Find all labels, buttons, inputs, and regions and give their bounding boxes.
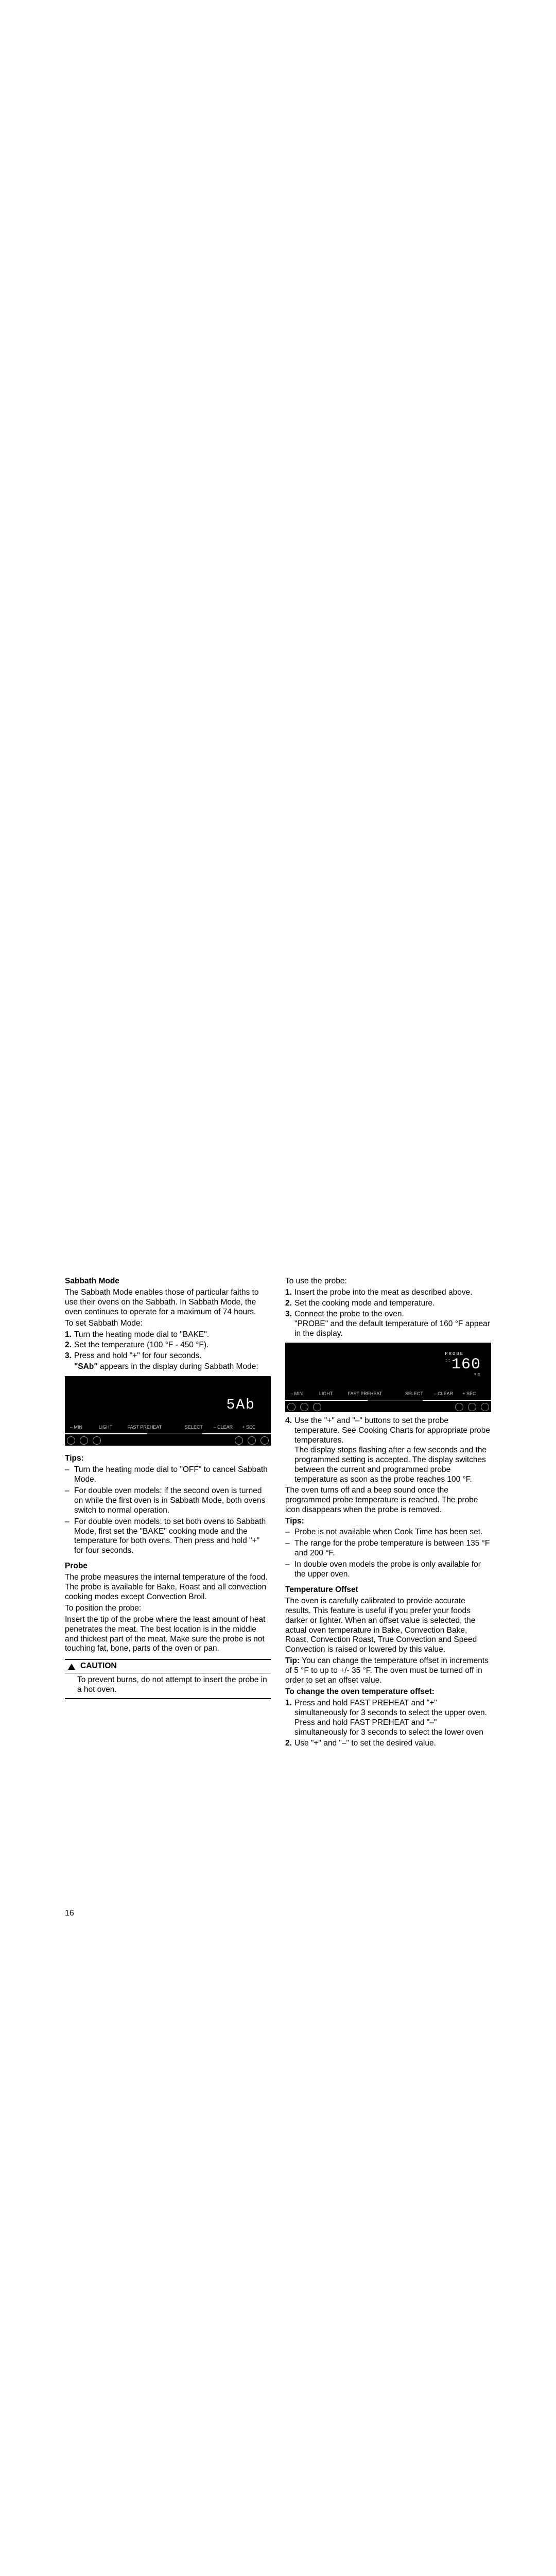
sabbath-intro: The Sabbath Mode enables those of partic… (65, 1288, 271, 1317)
probe-heading: Probe (65, 1562, 271, 1571)
rstep-1: 1.Insert the probe into the meat as desc… (285, 1288, 491, 1298)
tip-item: –The range for the probe temperature is … (285, 1539, 491, 1558)
tempoffset-tip: Tip: You can change the temperature offs… (285, 1656, 491, 1686)
tempoffset-heading: Temperature Offset (285, 1585, 491, 1595)
toset-label: To set Sabbath Mode: (65, 1319, 271, 1329)
btn-icon (67, 1436, 75, 1445)
post-text: The oven turns off and a beep sound once… (285, 1486, 491, 1515)
probe-position: To position the probe: (65, 1604, 271, 1614)
tip-item: –For double oven models: if the second o… (65, 1486, 271, 1516)
sabbath-heading: Sabbath Mode (65, 1277, 271, 1286)
rstep-3: 3.Connect the probe to the oven."PROBE" … (285, 1310, 491, 1339)
cstep-1: 1.Press and hold FAST PREHEAT and "+" si… (285, 1699, 491, 1738)
probe-text: The probe measures the internal temperat… (65, 1573, 271, 1602)
left-column: Sabbath Mode The Sabbath Mode enables th… (65, 1277, 271, 1749)
probe-text2: Insert the tip of the probe where the le… (65, 1615, 271, 1654)
btn-icon (93, 1436, 101, 1445)
caution-header: CAUTION (65, 1659, 271, 1673)
display-labels: – MIN LIGHT FAST PREHEAT SELECT – CLEAR … (285, 1391, 491, 1397)
btn-icon (248, 1436, 256, 1445)
display-probe: PROBE :: 160 °F – MIN LIGHT FAST PREHEAT… (285, 1343, 491, 1412)
tip-item: –For double oven models: to set both ove… (65, 1517, 271, 1556)
display-bar (65, 1433, 271, 1434)
display-buttons (65, 1436, 271, 1445)
display-bar (285, 1400, 491, 1401)
display-text: 5Ab (227, 1397, 255, 1414)
rstep-4: 4.Use the "+" and "–" buttons to set the… (285, 1416, 491, 1484)
tip-item: –Probe is not available when Cook Time h… (285, 1528, 491, 1537)
btn-icon (300, 1403, 308, 1411)
sab-note: "SAb" appears in the display during Sabb… (65, 1362, 271, 1372)
num: 3. (65, 1351, 74, 1361)
btn-icon (235, 1436, 243, 1445)
display-sabbath: 5Ab – MIN LIGHT FAST PREHEAT SELECT – CL… (65, 1376, 271, 1446)
touse-label: To use the probe: (285, 1277, 491, 1286)
display-buttons (285, 1403, 491, 1411)
tempoffset-text: The oven is carefully calibrated to prov… (285, 1597, 491, 1655)
tip-item: –In double oven models the probe is only… (285, 1560, 491, 1580)
step-3: 3.Press and hold "+" for four seconds. (65, 1351, 271, 1361)
btn-icon (287, 1403, 296, 1411)
btn-icon (80, 1436, 88, 1445)
num: 2. (65, 1341, 74, 1350)
change-heading: To change the oven temperature offset: (285, 1687, 491, 1697)
tips-heading: Tips: (65, 1454, 271, 1464)
tip-item: –Turn the heating mode dial to "OFF" to … (65, 1465, 271, 1485)
caution-body: To prevent burns, do not attempt to inse… (65, 1673, 271, 1699)
btn-icon (455, 1403, 463, 1411)
btn-icon (468, 1403, 476, 1411)
display-labels: – MIN LIGHT FAST PREHEAT SELECT – CLEAR … (65, 1425, 271, 1430)
page-content: Sabbath Mode The Sabbath Mode enables th… (65, 1277, 491, 1749)
btn-icon (481, 1403, 489, 1411)
btn-icon (260, 1436, 269, 1445)
display-probe-text: PROBE :: 160 °F (445, 1352, 481, 1379)
step-1: 1.Turn the heating mode dial to "BAKE". (65, 1330, 271, 1340)
rstep-2: 2.Set the cooking mode and temperature. (285, 1299, 491, 1309)
cstep-2: 2.Use "+" and "–" to set the desired val… (285, 1739, 491, 1749)
tips-heading-r: Tips: (285, 1517, 491, 1527)
caution-box: CAUTION To prevent burns, do not attempt… (65, 1659, 271, 1699)
num: 1. (65, 1330, 74, 1340)
right-column: To use the probe: 1.Insert the probe int… (285, 1277, 491, 1749)
warning-icon (68, 1664, 75, 1670)
btn-icon (313, 1403, 321, 1411)
step-2: 2.Set the temperature (100 °F - 450 °F). (65, 1341, 271, 1350)
page-number: 16 (65, 1909, 74, 1918)
